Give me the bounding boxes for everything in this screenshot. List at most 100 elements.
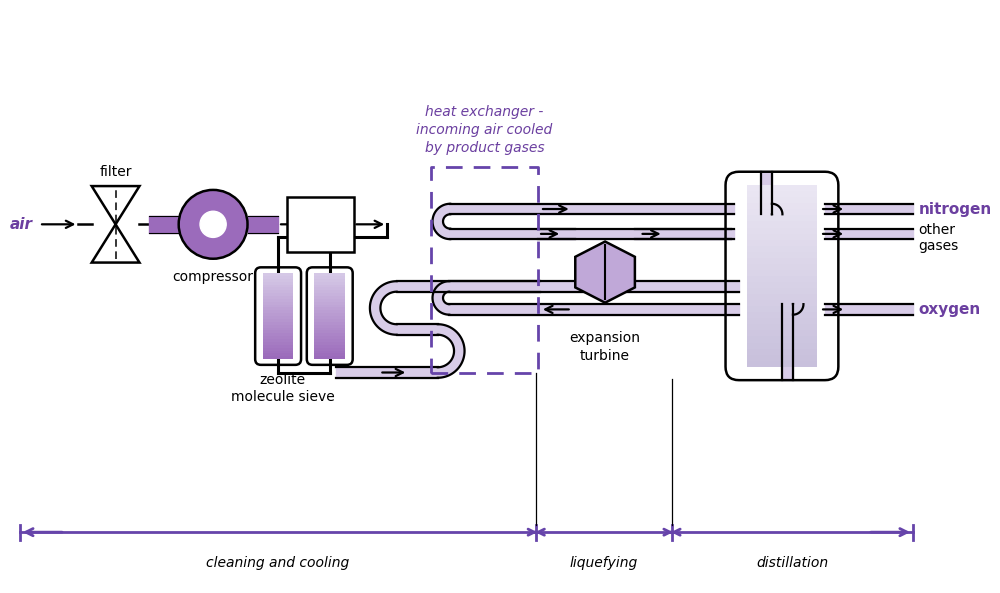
Bar (263, 330, 293, 333)
Bar (314, 279, 345, 282)
Bar (314, 336, 345, 339)
Bar (747, 312, 817, 318)
Bar (314, 282, 345, 285)
Bar (747, 246, 817, 251)
Bar (263, 345, 293, 347)
Bar (747, 209, 817, 215)
Bar (747, 288, 817, 294)
Bar (263, 290, 293, 293)
Bar (747, 342, 817, 349)
Text: distillation: distillation (756, 556, 829, 570)
Bar (263, 301, 293, 305)
Circle shape (200, 211, 226, 237)
Bar (747, 355, 817, 361)
Bar (263, 316, 293, 319)
Polygon shape (433, 204, 450, 239)
Bar (263, 276, 293, 279)
Bar (263, 336, 293, 339)
Bar (263, 284, 293, 288)
Bar (314, 284, 345, 288)
Bar (747, 215, 817, 221)
Bar (747, 348, 817, 355)
Polygon shape (772, 204, 782, 214)
Bar (314, 276, 345, 279)
Bar (314, 290, 345, 293)
Bar (747, 361, 817, 366)
Text: filter: filter (99, 165, 132, 180)
Text: compressor: compressor (173, 270, 254, 284)
Bar (314, 339, 345, 342)
Bar (263, 350, 293, 353)
Bar (263, 333, 293, 336)
Bar (314, 347, 345, 350)
Bar (263, 293, 293, 296)
Bar (314, 330, 345, 333)
Bar (263, 347, 293, 350)
Bar (747, 240, 817, 246)
Bar (314, 273, 345, 276)
Bar (263, 339, 293, 342)
Bar (747, 233, 817, 240)
Bar (263, 310, 293, 313)
Bar (314, 310, 345, 313)
Bar (263, 273, 293, 276)
Bar (314, 345, 345, 347)
Bar (747, 251, 817, 258)
Text: oxygen: oxygen (919, 302, 981, 317)
Bar (314, 301, 345, 305)
Bar (747, 185, 817, 191)
Bar (314, 342, 345, 345)
Text: expansion
turbine: expansion turbine (570, 331, 641, 363)
Bar (747, 227, 817, 234)
Bar (747, 300, 817, 306)
Bar (314, 356, 345, 359)
Bar (747, 221, 817, 228)
Polygon shape (438, 324, 465, 378)
Bar (747, 263, 817, 270)
Circle shape (179, 190, 248, 259)
Bar (314, 321, 345, 325)
Bar (747, 324, 817, 330)
Bar (263, 307, 293, 310)
Bar (263, 318, 293, 322)
Bar (314, 316, 345, 319)
Bar (747, 294, 817, 300)
Bar (314, 318, 345, 322)
Bar (747, 203, 817, 209)
Bar (314, 307, 345, 310)
Polygon shape (433, 281, 449, 315)
Bar (314, 299, 345, 302)
Bar (263, 342, 293, 345)
Bar (314, 304, 345, 308)
Text: cooling: cooling (295, 217, 345, 231)
Bar (747, 276, 817, 282)
Bar (263, 299, 293, 302)
Bar (263, 279, 293, 282)
Bar (314, 296, 345, 299)
Bar (314, 324, 345, 327)
Polygon shape (793, 304, 803, 315)
Bar (263, 313, 293, 316)
Text: air: air (9, 217, 32, 232)
Bar (747, 318, 817, 324)
Bar (263, 324, 293, 327)
Text: heat exchanger -
incoming air cooled
by product gases: heat exchanger - incoming air cooled by … (416, 105, 553, 155)
Text: other
gases: other gases (919, 222, 959, 253)
Bar (314, 350, 345, 353)
Bar (263, 282, 293, 285)
Bar (747, 336, 817, 343)
Bar (314, 333, 345, 336)
Polygon shape (370, 281, 397, 334)
Text: cleaning and cooling: cleaning and cooling (206, 556, 350, 570)
Bar (263, 327, 293, 330)
Bar (263, 287, 293, 291)
Bar (263, 321, 293, 325)
Bar (314, 293, 345, 296)
Bar (747, 306, 817, 313)
Bar (287, 197, 354, 252)
Bar (314, 327, 345, 330)
Bar (747, 191, 817, 197)
Bar (747, 197, 817, 203)
Bar (263, 304, 293, 308)
Bar (747, 257, 817, 264)
